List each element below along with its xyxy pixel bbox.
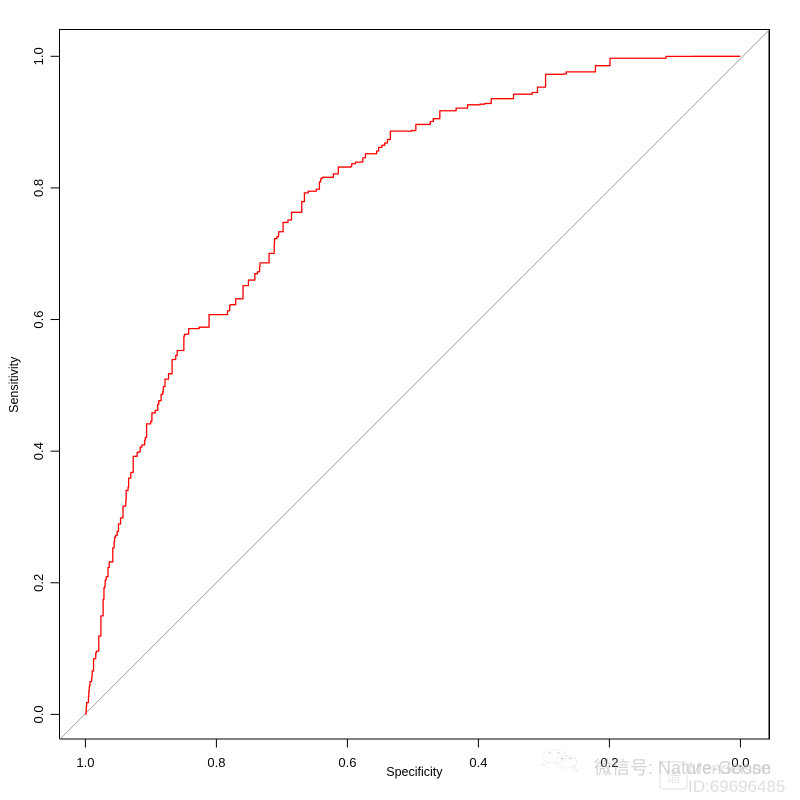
svg-text:0.2: 0.2 xyxy=(31,574,46,592)
svg-text:Specificity: Specificity xyxy=(386,765,443,779)
svg-text:0.4: 0.4 xyxy=(469,755,487,770)
svg-text:ID:69696485: ID:69696485 xyxy=(688,777,785,796)
svg-text:Sensitivity: Sensitivity xyxy=(7,356,21,413)
svg-text:0.8: 0.8 xyxy=(207,755,225,770)
svg-text:0.8: 0.8 xyxy=(31,179,46,197)
svg-text:0.6: 0.6 xyxy=(338,755,356,770)
svg-text:0.4: 0.4 xyxy=(31,442,46,460)
svg-text:Mendelson: Mendelson xyxy=(688,759,771,778)
svg-text:谱: 谱 xyxy=(666,769,681,786)
svg-text:0.6: 0.6 xyxy=(31,311,46,329)
svg-text:0.0: 0.0 xyxy=(31,705,46,723)
svg-text:1.0: 1.0 xyxy=(76,755,94,770)
svg-text:1.0: 1.0 xyxy=(31,47,46,65)
